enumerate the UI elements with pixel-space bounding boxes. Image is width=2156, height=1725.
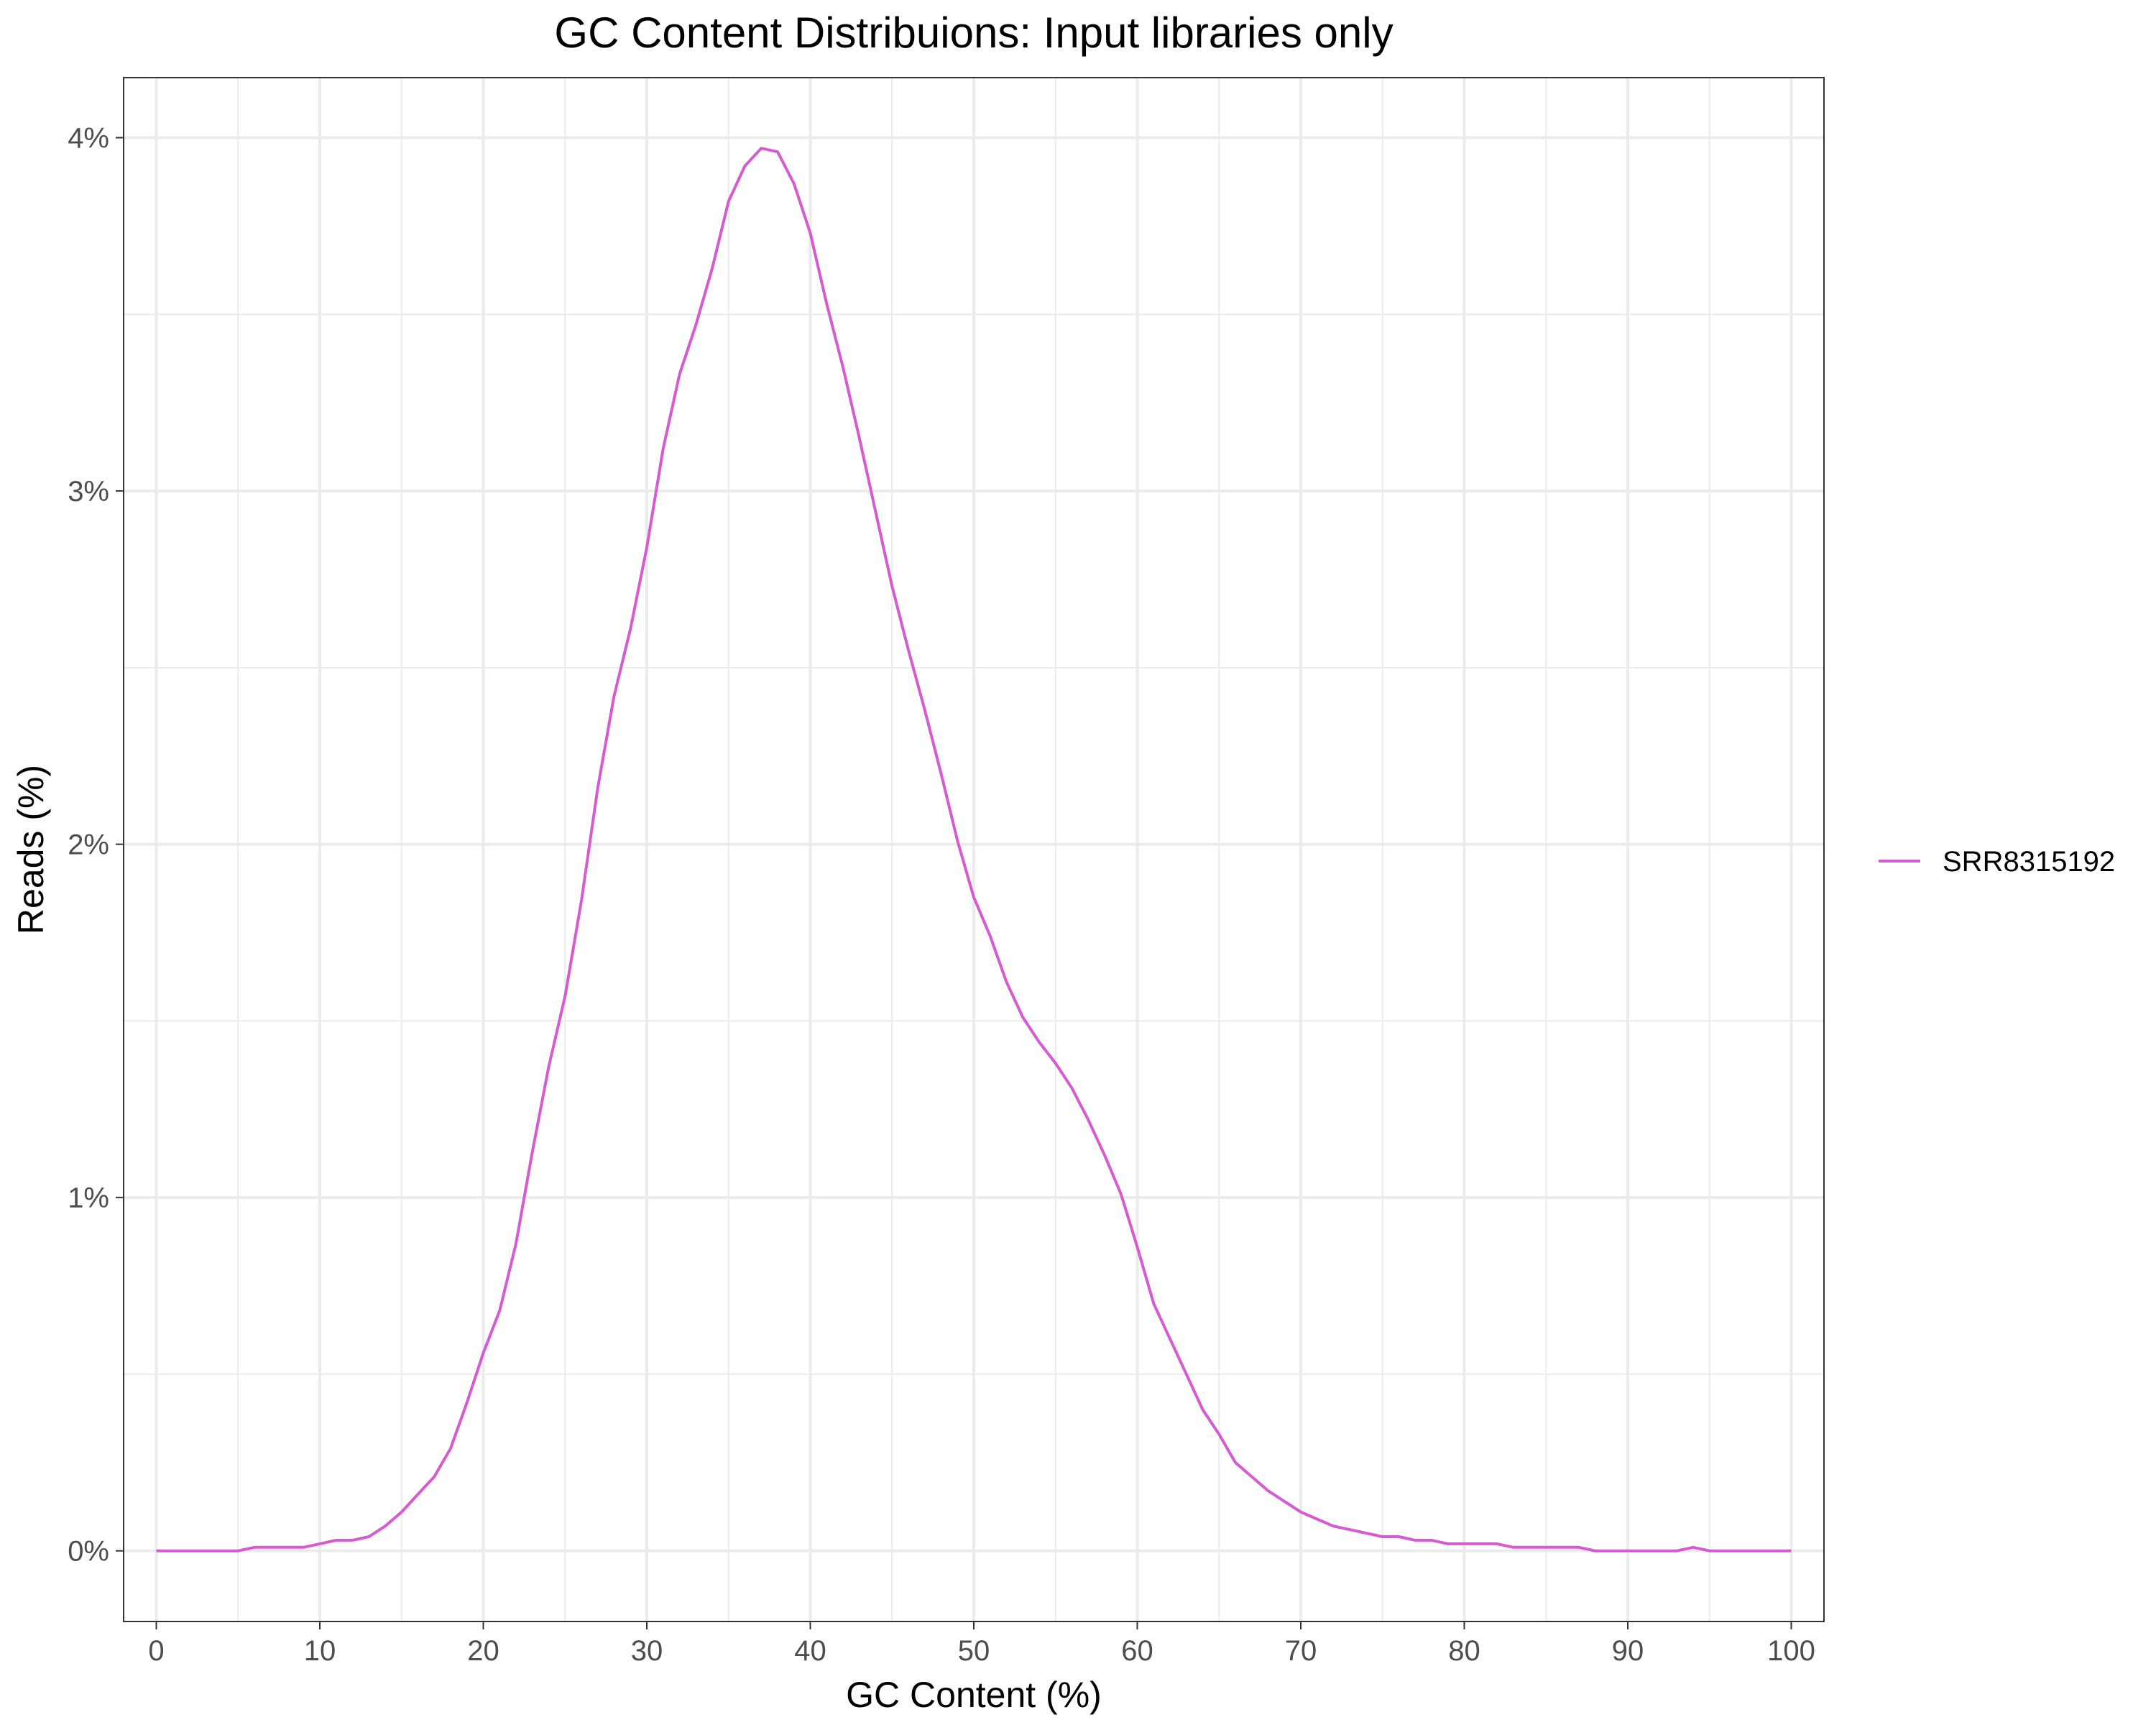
x-tick-label: 90: [1612, 1635, 1644, 1667]
y-tick-label: 4%: [68, 123, 109, 155]
x-tick-label: 30: [631, 1635, 663, 1667]
x-tick-label: 70: [1285, 1635, 1317, 1667]
x-tick-label: 0: [148, 1635, 164, 1667]
y-axis-title: Reads (%): [11, 765, 51, 934]
x-axis-title: GC Content (%): [846, 1675, 1102, 1715]
x-tick-label: 10: [304, 1635, 336, 1667]
chart-title: GC Content Distribuions: Input libraries…: [554, 9, 1393, 57]
y-axis: 0% 1% 2% 3% 4%: [68, 123, 124, 1568]
y-tick-label: 2%: [68, 829, 109, 861]
series-line-0: [156, 147, 1792, 1552]
x-tick-label: 50: [958, 1635, 990, 1667]
plot-series: [156, 147, 1792, 1552]
y-tick-label: 1%: [68, 1182, 109, 1214]
y-tick-label: 0%: [68, 1536, 109, 1568]
x-axis: 0 10 20 30 40 50 60 70 80 90 100: [148, 1622, 1815, 1667]
x-tick-label: 80: [1448, 1635, 1480, 1667]
x-tick-label: 100: [1767, 1635, 1815, 1667]
plot-grid: [124, 78, 1824, 1622]
x-tick-label: 40: [794, 1635, 826, 1667]
x-tick-label: 60: [1121, 1635, 1153, 1667]
y-tick-label: 3%: [68, 476, 109, 507]
legend: SRR8315192: [1879, 846, 2115, 878]
legend-label: SRR8315192: [1943, 846, 2115, 878]
x-tick-label: 20: [467, 1635, 499, 1667]
